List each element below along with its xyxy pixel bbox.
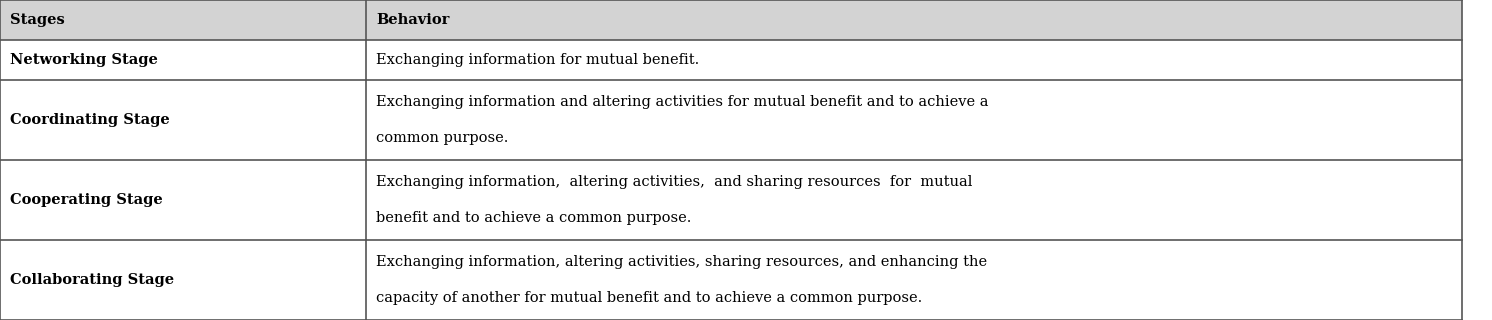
Text: Stages: Stages: [10, 13, 66, 27]
Bar: [0, 240, 366, 320]
Bar: [0, 40, 366, 80]
Bar: [0, 0, 366, 40]
Text: Collaborating Stage: Collaborating Stage: [10, 273, 175, 287]
Bar: [0, 80, 366, 160]
Text: Behavior: Behavior: [376, 13, 449, 27]
Text: Cooperating Stage: Cooperating Stage: [10, 193, 163, 207]
Bar: [366, 240, 1462, 320]
Text: capacity of another for mutual benefit and to achieve a common purpose.: capacity of another for mutual benefit a…: [376, 291, 922, 305]
Bar: [0, 160, 366, 240]
Text: Coordinating Stage: Coordinating Stage: [10, 113, 170, 127]
Text: Networking Stage: Networking Stage: [10, 53, 158, 67]
Bar: [366, 80, 1462, 160]
Text: benefit and to achieve a common purpose.: benefit and to achieve a common purpose.: [376, 211, 691, 225]
Text: Exchanging information, altering activities, sharing resources, and enhancing th: Exchanging information, altering activit…: [376, 255, 988, 269]
Text: common purpose.: common purpose.: [376, 131, 509, 145]
Bar: [366, 0, 1462, 40]
Bar: [366, 160, 1462, 240]
Text: Exchanging information for mutual benefit.: Exchanging information for mutual benefi…: [376, 53, 700, 67]
Text: Exchanging information,  altering activities,  and sharing resources  for  mutua: Exchanging information, altering activit…: [376, 175, 973, 189]
Bar: [366, 40, 1462, 80]
Text: Exchanging information and altering activities for mutual benefit and to achieve: Exchanging information and altering acti…: [376, 95, 989, 109]
